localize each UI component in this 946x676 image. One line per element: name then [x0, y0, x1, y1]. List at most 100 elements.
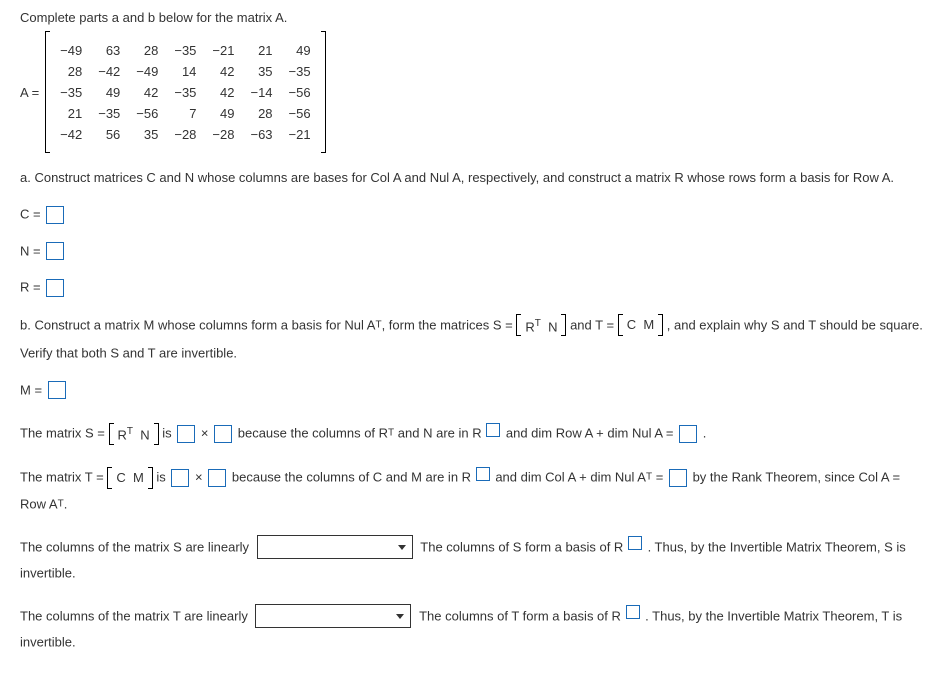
lt-bracket: C M — [107, 465, 152, 491]
matrix-cell: 42 — [128, 82, 166, 103]
ls-N: N — [140, 427, 149, 442]
pb-C: C — [627, 317, 636, 332]
lt-t3: × — [195, 470, 206, 485]
matrix-cell: 63 — [90, 40, 128, 61]
matrix-cell: 7 — [166, 103, 204, 124]
matrix-cell: −28 — [204, 124, 242, 145]
matrix-cell: 21 — [242, 40, 280, 61]
matrix-cell: 28 — [52, 61, 90, 82]
N-row: N = — [20, 238, 926, 265]
matrix-cell: −35 — [52, 82, 90, 103]
S-sum-input[interactable] — [679, 425, 697, 443]
C-input[interactable] — [46, 206, 64, 224]
lt-C: C — [116, 470, 125, 485]
matrix-cell: −42 — [90, 61, 128, 82]
matrix-cell: −49 — [52, 40, 90, 61]
lt-t6: = — [656, 470, 667, 485]
matrix-cell: 14 — [166, 61, 204, 82]
ls-t2: is — [162, 426, 175, 441]
ls-Rsup: T — [127, 426, 133, 437]
matrix-cell: −14 — [242, 82, 280, 103]
R-input[interactable] — [46, 279, 64, 297]
matrix-cell: 35 — [128, 124, 166, 145]
matrix-cell: −35 — [281, 61, 319, 82]
T-sum-input[interactable] — [669, 469, 687, 487]
ls-bracket: RT N — [109, 419, 159, 448]
matrix-cell: 28 — [242, 103, 280, 124]
S-Rn1-input[interactable] — [486, 423, 500, 437]
T-linearly-select[interactable] — [255, 604, 411, 628]
S-dim2-input[interactable] — [214, 425, 232, 443]
ls-t5: and dim Row A + dim Nul A = — [506, 426, 677, 441]
S-basis-Rn-input[interactable] — [628, 536, 642, 550]
ls-t3: × — [201, 426, 212, 441]
matrix-cell: −35 — [166, 82, 204, 103]
matrix-cell: −63 — [242, 124, 280, 145]
lsi-t1: The columns of the matrix S are linearly — [20, 539, 253, 554]
pb-R: R — [525, 319, 534, 334]
lti-t2: The columns of T form a basis of R — [419, 608, 621, 623]
line-S: The matrix S = RT N is × because the col… — [20, 419, 926, 448]
matrix-A-label: A = — [20, 85, 39, 100]
N-label: N = — [20, 243, 41, 258]
lt-t2: is — [156, 470, 169, 485]
part-b-prompt: b. Construct a matrix M whose columns fo… — [20, 311, 926, 367]
lt-t1: The matrix T = — [20, 470, 104, 485]
pb-t2: , form the matrices S = — [382, 317, 513, 332]
matrix-cell: 21 — [52, 103, 90, 124]
S-dim1-input[interactable] — [177, 425, 195, 443]
chevron-down-icon — [398, 545, 406, 550]
matrix-cell: 49 — [204, 103, 242, 124]
pb-M: M — [643, 317, 654, 332]
matrix-cell: 35 — [242, 61, 280, 82]
matrix-cell: −49 — [128, 61, 166, 82]
R-label: R = — [20, 280, 41, 295]
M-label: M = — [20, 382, 42, 397]
line-T: The matrix T = C M is × because the colu… — [20, 464, 926, 517]
pb-Rsup: T — [535, 318, 541, 329]
part-a-prompt: a. Construct matrices C and N whose colu… — [20, 165, 926, 191]
line-S-inv: The columns of the matrix S are linearly… — [20, 534, 926, 587]
ls-t4: because the columns of R — [238, 426, 388, 441]
S-linearly-select[interactable] — [257, 535, 413, 559]
T-basis-Rn-input[interactable] — [626, 605, 640, 619]
matrix-cell: 56 — [90, 124, 128, 145]
M-input[interactable] — [48, 381, 66, 399]
matrix-cell: −21 — [204, 40, 242, 61]
line-T-inv: The columns of the matrix T are linearly… — [20, 603, 926, 656]
ls-R: R — [118, 427, 127, 442]
pb-t3: and T = — [570, 317, 614, 332]
matrix-cell: −56 — [281, 82, 319, 103]
lti-t1: The columns of the matrix T are linearly — [20, 608, 251, 623]
T-def-bracket: C M — [618, 312, 663, 338]
matrix-cell: 49 — [281, 40, 319, 61]
matrix-cell: −42 — [52, 124, 90, 145]
T-dim1-input[interactable] — [171, 469, 189, 487]
matrix-cell: −56 — [281, 103, 319, 124]
matrix-cell: −35 — [90, 103, 128, 124]
C-label: C = — [20, 207, 41, 222]
ls-t6: . — [703, 426, 707, 441]
matrix-A-row: A = −496328−35−21214928−42−49144235−35−3… — [20, 31, 926, 153]
chevron-down-icon — [396, 614, 404, 619]
M-row: M = — [20, 377, 926, 404]
matrix-A: −496328−35−21214928−42−49144235−35−35494… — [45, 31, 325, 153]
lt-t4: because the columns of C and M are in R — [232, 470, 471, 485]
ls-t4sup: T — [388, 428, 394, 439]
pb-t1: b. Construct a matrix M whose columns fo… — [20, 317, 375, 332]
R-row: R = — [20, 274, 926, 301]
T-Rn1-input[interactable] — [476, 467, 490, 481]
S-def-bracket: RT N — [516, 311, 566, 340]
C-row: C = — [20, 201, 926, 228]
ls-t4b: and N are in R — [398, 426, 482, 441]
T-dim2-input[interactable] — [208, 469, 226, 487]
matrix-cell: 49 — [90, 82, 128, 103]
lt-t8: . — [64, 497, 68, 512]
lt-M: M — [133, 470, 144, 485]
N-input[interactable] — [46, 242, 64, 260]
matrix-cell: 42 — [204, 61, 242, 82]
matrix-cell: −35 — [166, 40, 204, 61]
lt-t5sup: T — [646, 472, 652, 483]
problem-intro: Complete parts a and b below for the mat… — [20, 10, 926, 25]
matrix-cell: −28 — [166, 124, 204, 145]
